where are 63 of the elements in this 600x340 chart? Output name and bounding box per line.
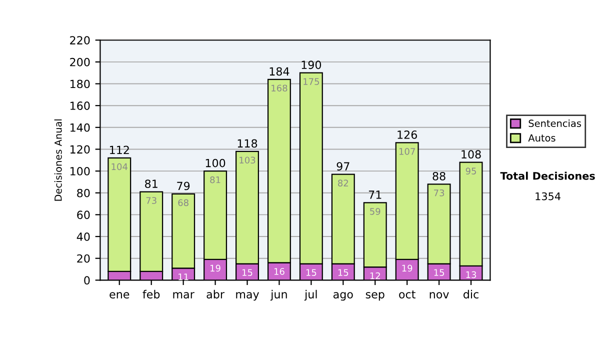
data-label: 107: [399, 148, 415, 155]
data-label: 12: [370, 272, 380, 280]
total-label: 71: [368, 190, 382, 199]
x-tick-label: ago: [333, 292, 353, 301]
data-label: 168: [272, 84, 288, 92]
data-label: 175: [304, 78, 320, 85]
y-tick-label: 200: [70, 58, 90, 66]
y-tick-label: 100: [70, 167, 90, 176]
y-tick-label: 0: [84, 276, 90, 285]
data-label: 13: [466, 271, 476, 278]
legend-label: Sentencias: [528, 119, 582, 128]
total-label: 81: [145, 180, 158, 188]
total-label: 126: [398, 130, 417, 139]
total-label: 112: [110, 146, 129, 154]
y-tick-label: 20: [77, 254, 90, 263]
y-tick-label: 160: [70, 102, 90, 110]
data-label: 11: [178, 274, 188, 280]
legend-label: Autos: [528, 134, 556, 142]
data-label: 103: [240, 156, 256, 164]
y-tick-label: 80: [77, 188, 90, 198]
x-tick-label: sep: [366, 292, 384, 301]
data-label: 104: [112, 163, 128, 170]
x-tick-label: feb: [142, 290, 160, 298]
x-tick-label: nov: [430, 292, 449, 298]
data-label: 95: [466, 168, 476, 174]
data-label: 19: [402, 264, 412, 272]
y-tick-label: 40: [76, 232, 90, 241]
data-label: 15: [338, 269, 348, 276]
total-label: 190: [302, 60, 322, 70]
data-label: 19: [210, 264, 220, 272]
x-tick-label: may: [236, 292, 260, 301]
data-label: 59: [370, 208, 380, 215]
data-label: 81: [210, 176, 220, 184]
data-label: 68: [178, 199, 188, 206]
total-label: 97: [336, 162, 350, 171]
x-tick-label: oct: [399, 290, 416, 298]
data-label: 73: [146, 197, 156, 204]
data-label: 82: [338, 180, 348, 186]
total-label: 108: [462, 150, 481, 159]
y-axis-title: Decisiones Anual: [54, 119, 62, 201]
x-tick-label: abr: [206, 290, 224, 298]
y-tick-label: 120: [70, 145, 90, 154]
x-tick-label: jun: [270, 290, 287, 301]
total-label: 118: [238, 139, 258, 148]
text: 1354: [536, 192, 560, 200]
total-label: 88: [432, 172, 446, 180]
text: Total Decisiones: [500, 172, 595, 180]
data-label: 15: [306, 269, 316, 276]
total-label: 100: [206, 158, 226, 168]
x-tick-label: dic: [464, 290, 478, 298]
data-label: 15: [242, 269, 252, 276]
y-tick-label: 60: [77, 210, 90, 220]
x-tick-label: jul: [304, 290, 317, 301]
x-tick-label: mar: [173, 292, 194, 298]
x-tick-label: ene: [110, 292, 130, 298]
y-tick-label: 180: [70, 80, 90, 88]
data-label: 16: [274, 268, 284, 275]
y-tick-label: 220: [70, 36, 90, 44]
y-tick-label: 140: [70, 123, 90, 132]
data-label: 73: [434, 189, 444, 196]
total-label: 79: [177, 182, 190, 190]
data-label: 15: [434, 269, 444, 276]
total-label: 184: [270, 67, 290, 76]
